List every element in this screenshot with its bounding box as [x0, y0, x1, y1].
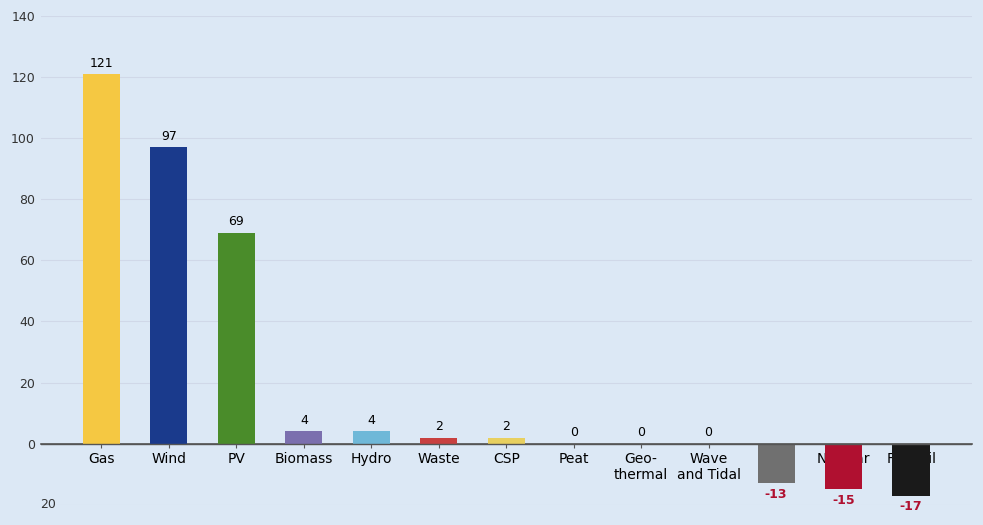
Bar	[488, 437, 525, 444]
Text: 121: 121	[89, 57, 113, 69]
Text: 0: 0	[705, 426, 713, 439]
Text: 0: 0	[570, 426, 578, 439]
Text: 2: 2	[502, 420, 510, 433]
Bar	[893, 444, 930, 496]
Bar	[83, 74, 120, 444]
Bar	[758, 444, 794, 484]
Text: 69: 69	[228, 215, 244, 228]
Text: -13: -13	[765, 488, 787, 501]
Text: 0: 0	[637, 426, 645, 439]
Text: 20: 20	[39, 498, 56, 511]
Bar	[285, 432, 322, 444]
Text: 4: 4	[368, 414, 376, 427]
Bar	[825, 444, 862, 489]
Text: -17: -17	[899, 500, 922, 513]
Bar	[353, 432, 390, 444]
Text: -15: -15	[833, 494, 855, 507]
Text: 4: 4	[300, 414, 308, 427]
Text: 97: 97	[161, 130, 177, 143]
Bar	[150, 148, 188, 444]
Text: 2: 2	[434, 420, 442, 433]
Bar	[218, 233, 255, 444]
Bar	[420, 437, 457, 444]
